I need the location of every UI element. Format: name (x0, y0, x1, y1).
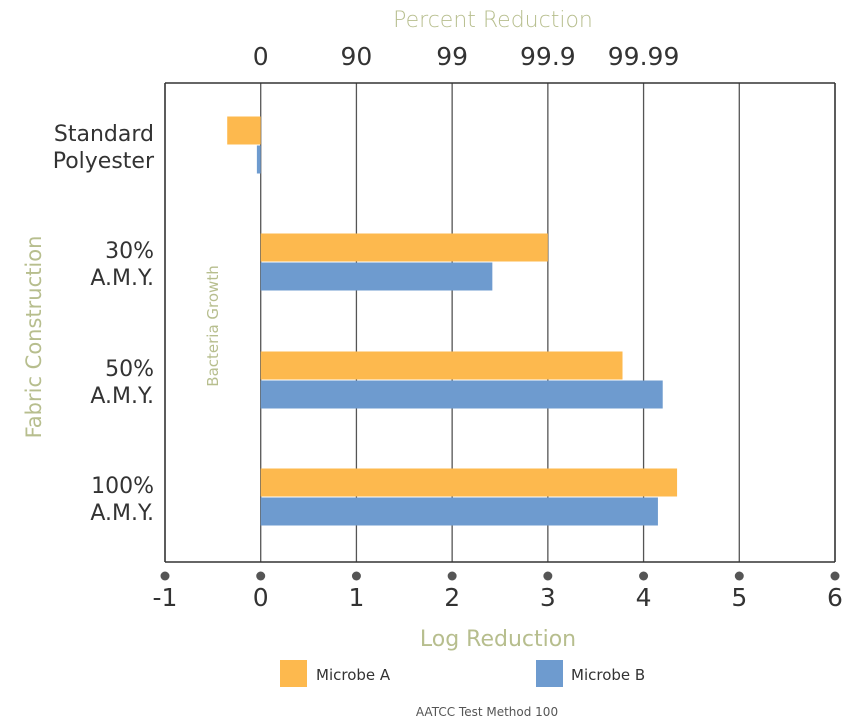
legend: Microbe A Microbe B (280, 660, 645, 687)
category-label-line: A.M.Y. (90, 266, 154, 291)
category-label: 30% A.M.Y. (90, 239, 154, 291)
bar (260, 380, 663, 409)
bar (260, 351, 623, 380)
category-label: 100% A.M.Y. (90, 474, 154, 526)
category-label-line: 100% (91, 474, 154, 499)
axis-dot (447, 571, 457, 581)
bacteria-growth-annotation: Bacteria Growth (204, 265, 222, 386)
legend-label: Microbe A (316, 666, 391, 684)
axis-dot (160, 571, 170, 581)
top-tick-label: 99.99 (608, 42, 680, 71)
legend-swatch (280, 660, 307, 687)
bar (260, 233, 548, 262)
category-label-line: 50% (105, 357, 154, 382)
bar (260, 262, 493, 291)
plot-frame (164, 82, 836, 563)
top-axis-title: Percent Reduction (393, 8, 593, 33)
axis-dot (351, 571, 361, 581)
bar (227, 116, 261, 145)
x-tick-label: 6 (827, 583, 843, 612)
x-tick-label: -1 (153, 583, 178, 612)
x-tick-label: 0 (253, 583, 269, 612)
bars (227, 116, 678, 526)
top-axis-ticks: 0 90 99 99.9 99.99 (253, 42, 680, 71)
axis-dot (543, 571, 553, 581)
axis-dot (830, 571, 840, 581)
footnote: AATCC Test Method 100 (416, 705, 558, 719)
top-tick-label: 0 (253, 42, 269, 71)
category-label-line: Standard (54, 122, 154, 147)
axis-dot (639, 571, 649, 581)
axis-dot (734, 571, 744, 581)
bottom-axis: -1 0 1 2 3 4 5 6 (153, 571, 843, 612)
x-tick-label: 4 (636, 583, 652, 612)
x-tick-label: 5 (731, 583, 747, 612)
axis-dot (256, 571, 266, 581)
category-label-line: A.M.Y. (90, 384, 154, 409)
bar (260, 468, 678, 497)
category-label-line: Polyester (53, 149, 155, 174)
category-label: Standard Polyester (53, 122, 155, 174)
legend-swatch (536, 660, 563, 687)
category-label-line: 30% (105, 239, 154, 264)
y-axis-title: Fabric Construction (22, 236, 46, 439)
top-tick-label: 99.9 (520, 42, 576, 71)
top-tick-label: 90 (341, 42, 373, 71)
bar (256, 145, 261, 174)
category-label-line: A.M.Y. (90, 501, 154, 526)
category-label: 50% A.M.Y. (90, 357, 154, 409)
top-tick-label: 99 (436, 42, 468, 71)
x-tick-label: 3 (540, 583, 556, 612)
legend-label: Microbe B (571, 666, 645, 684)
bar (260, 497, 658, 526)
x-axis-title: Log Reduction (420, 627, 576, 652)
x-tick-label: 1 (348, 583, 364, 612)
x-tick-label: 2 (444, 583, 460, 612)
